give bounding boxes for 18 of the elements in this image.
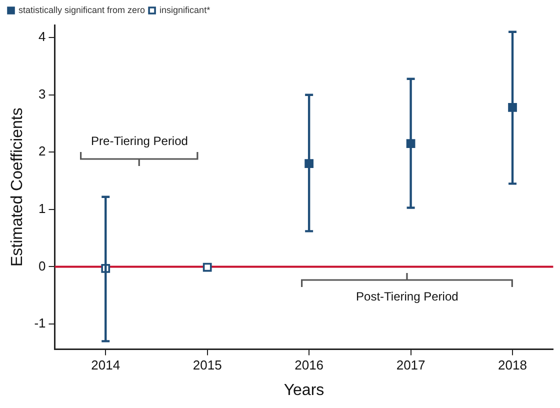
point (202, 262, 212, 272)
x-tick-label: 2015 (192, 358, 222, 373)
y-axis-title: Estimated Coefficients (9, 108, 26, 267)
y-tick-label: 0 (38, 258, 46, 274)
annotation: Pre-Tiering Period (91, 134, 188, 148)
x-tick-label: 2014 (91, 358, 120, 373)
y-tick-label: -1 (34, 316, 46, 331)
annotation: Post-Tiering Period (356, 290, 458, 304)
y-tick-label: 3 (38, 86, 46, 102)
x-tick-label: 2017 (396, 358, 426, 373)
x-tick-label: 2016 (294, 358, 324, 373)
y-tick-label: 1 (38, 201, 46, 216)
x-axis-title: Years (284, 382, 324, 399)
y-tick-label: 2 (38, 144, 46, 159)
y-tick-label: 4 (38, 29, 46, 44)
legend-label: statistically significant from zero (18, 4, 146, 15)
x-tick-label: 2018 (498, 358, 527, 373)
legend-label: insignificant* (160, 4, 211, 15)
